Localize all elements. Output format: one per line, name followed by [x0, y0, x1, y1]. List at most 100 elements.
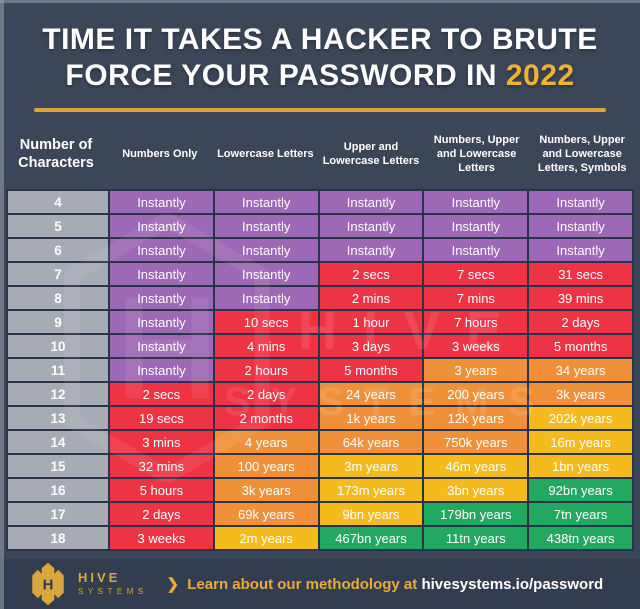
table-row: 6 Instantly Instantly Instantly Instantly Ins… — [8, 239, 632, 261]
time-cell: 100 years — [214, 455, 318, 477]
time-cell: 92bn years — [529, 479, 632, 501]
methodology-url[interactable]: hivesystems.io/password — [421, 576, 604, 593]
time-cell: Instantly — [529, 215, 632, 237]
time-cell: 7tn years — [529, 503, 632, 525]
time-cell: 2 days — [529, 311, 632, 333]
time-cell: 46m years — [424, 455, 528, 477]
table-row: 5 Instantly Instantly Instantly Instantly Ins… — [8, 215, 632, 237]
time-cell: 3 mins — [110, 431, 213, 453]
methodology-text: Learn about our methodology at — [187, 576, 418, 593]
char-count-cell: 4 — [8, 191, 108, 213]
page-title-line2: FORCE YOUR PASSWORD IN 2022 — [0, 58, 640, 94]
time-cell: 173m years — [319, 479, 423, 501]
footer-bar: H HIVE SYSTEMS ❯ Learn about our methodo… — [0, 559, 640, 609]
header-upper-lowercase-letters: Upper and Lowercase Letters — [322, 140, 420, 167]
char-count-cell: 18 — [8, 527, 108, 549]
time-cell: Instantly — [110, 263, 213, 285]
logo-systems-text: SYSTEMS — [78, 587, 148, 596]
char-count-cell: 13 — [8, 407, 108, 429]
table-row: 10 Instantly 4 mins 3 days 3 weeks 5 months — [8, 335, 632, 357]
time-cell: 438tn years — [529, 527, 632, 549]
char-count-cell: 14 — [8, 431, 108, 453]
char-count-cell: 11 — [8, 359, 108, 381]
time-cell: 3 weeks — [424, 335, 528, 357]
time-cell: 2 days — [214, 383, 318, 405]
time-cell: 1 hour — [319, 311, 423, 333]
time-cell: 9bn years — [319, 503, 423, 525]
chevron-right-icon: ❯ — [166, 576, 180, 593]
time-cell: 5 hours — [110, 479, 213, 501]
table-row: 9 Instantly 10 secs 1 hour 7 hours 2 days — [8, 311, 632, 333]
table-header-row: Number of Characters Numbers Only Lowerc… — [6, 122, 634, 186]
time-cell: 3k years — [214, 479, 318, 501]
char-count-cell: 8 — [8, 287, 108, 309]
time-cell: 5 months — [319, 359, 423, 381]
char-count-cell: 12 — [8, 383, 108, 405]
table-row: 18 3 weeks 2m years 467bn years 11tn years 43… — [8, 527, 632, 549]
time-cell: Instantly — [424, 239, 528, 261]
time-cell: 11tn years — [424, 527, 528, 549]
table-row: 8 Instantly Instantly 2 mins 7 mins 39 mins — [8, 287, 632, 309]
header-numbers-upper-lowercase-symbols: Numbers, Upper and Lowercase Letters, Sy… — [537, 133, 627, 175]
time-cell: Instantly — [110, 287, 213, 309]
header-numbers-only: Numbers Only — [122, 147, 198, 160]
char-count-cell: 5 — [8, 215, 108, 237]
title-line2-prefix: FORCE YOUR PASSWORD IN — [65, 59, 506, 92]
char-count-cell: 7 — [8, 263, 108, 285]
time-cell: Instantly — [319, 239, 423, 261]
time-cell: 3k years — [529, 383, 632, 405]
time-cell: 2 mins — [319, 287, 423, 309]
time-cell: 3 days — [319, 335, 423, 357]
table-body: 4 Instantly Instantly Instantly Instantly Ins… — [6, 189, 634, 551]
time-cell: 2 days — [110, 503, 213, 525]
table-row: 14 3 mins 4 years 64k years 750k years 16m ye… — [8, 431, 632, 453]
time-cell: Instantly — [529, 191, 632, 213]
time-cell: 16m years — [529, 431, 632, 453]
time-cell: Instantly — [214, 191, 318, 213]
table-row: 7 Instantly Instantly 2 secs 7 secs 31 secs — [8, 263, 632, 285]
char-count-cell: 15 — [8, 455, 108, 477]
title-year: 2022 — [505, 59, 575, 92]
time-cell: 2m years — [214, 527, 318, 549]
time-cell: Instantly — [110, 335, 213, 357]
time-cell: 7 hours — [424, 311, 528, 333]
time-cell: Instantly — [110, 191, 213, 213]
hive-systems-logo: H HIVE SYSTEMS — [26, 561, 148, 607]
left-edge-divider — [0, 0, 4, 609]
time-cell: 24 years — [319, 383, 423, 405]
time-cell: Instantly — [214, 263, 318, 285]
time-cell: Instantly — [214, 239, 318, 261]
top-edge-divider — [0, 0, 640, 3]
time-cell: 202k years — [529, 407, 632, 429]
char-count-cell: 16 — [8, 479, 108, 501]
time-cell: 1bn years — [529, 455, 632, 477]
time-cell: 10 secs — [214, 311, 318, 333]
time-cell: Instantly — [319, 215, 423, 237]
table-row: 15 32 mins 100 years 3m years 46m years 1bn y… — [8, 455, 632, 477]
logo-wordmark: HIVE SYSTEMS — [78, 571, 148, 597]
gold-divider — [34, 108, 606, 112]
password-table: Number of Characters Numbers Only Lowerc… — [6, 122, 634, 551]
time-cell: 31 secs — [529, 263, 632, 285]
time-cell: 750k years — [424, 431, 528, 453]
time-cell: 64k years — [319, 431, 423, 453]
time-cell: 19 secs — [110, 407, 213, 429]
char-count-cell: 9 — [8, 311, 108, 333]
table-row: 4 Instantly Instantly Instantly Instantly Ins… — [8, 191, 632, 213]
time-cell: 2 hours — [214, 359, 318, 381]
time-cell: Instantly — [529, 239, 632, 261]
time-cell: 200 years — [424, 383, 528, 405]
time-cell: Instantly — [319, 191, 423, 213]
time-cell: Instantly — [424, 191, 528, 213]
header-numbers-upper-lowercase: Numbers, Upper and Lowercase Letters — [433, 133, 520, 175]
header-lowercase-letters: Lowercase Letters — [217, 147, 314, 160]
time-cell: Instantly — [110, 239, 213, 261]
char-count-cell: 17 — [8, 503, 108, 525]
table-row: 16 5 hours 3k years 173m years 3bn years 92bn… — [8, 479, 632, 501]
time-cell: Instantly — [214, 215, 318, 237]
logo-hive-text: HIVE — [78, 570, 121, 585]
time-cell: 3 weeks — [110, 527, 213, 549]
time-cell: Instantly — [110, 359, 213, 381]
time-cell: 4 years — [214, 431, 318, 453]
time-cell: Instantly — [110, 311, 213, 333]
